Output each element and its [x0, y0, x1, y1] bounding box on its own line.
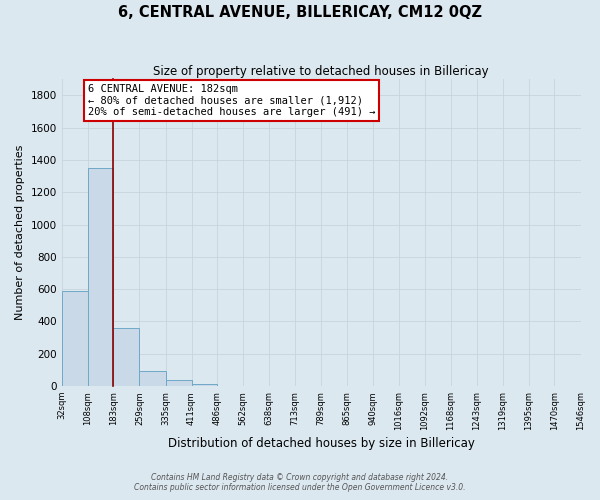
- Bar: [113, 328, 139, 386]
- X-axis label: Distribution of detached houses by size in Billericay: Distribution of detached houses by size …: [167, 437, 475, 450]
- Text: 6, CENTRAL AVENUE, BILLERICAY, CM12 0QZ: 6, CENTRAL AVENUE, BILLERICAY, CM12 0QZ: [118, 5, 482, 20]
- Text: 6 CENTRAL AVENUE: 182sqm
← 80% of detached houses are smaller (1,912)
20% of sem: 6 CENTRAL AVENUE: 182sqm ← 80% of detach…: [88, 84, 375, 117]
- Bar: [62, 291, 88, 386]
- Bar: [166, 380, 191, 386]
- Bar: [88, 168, 113, 386]
- Title: Size of property relative to detached houses in Billericay: Size of property relative to detached ho…: [153, 65, 489, 78]
- Bar: [191, 384, 217, 386]
- Text: Contains HM Land Registry data © Crown copyright and database right 2024.
Contai: Contains HM Land Registry data © Crown c…: [134, 473, 466, 492]
- Bar: [139, 370, 166, 386]
- Y-axis label: Number of detached properties: Number of detached properties: [15, 145, 25, 320]
